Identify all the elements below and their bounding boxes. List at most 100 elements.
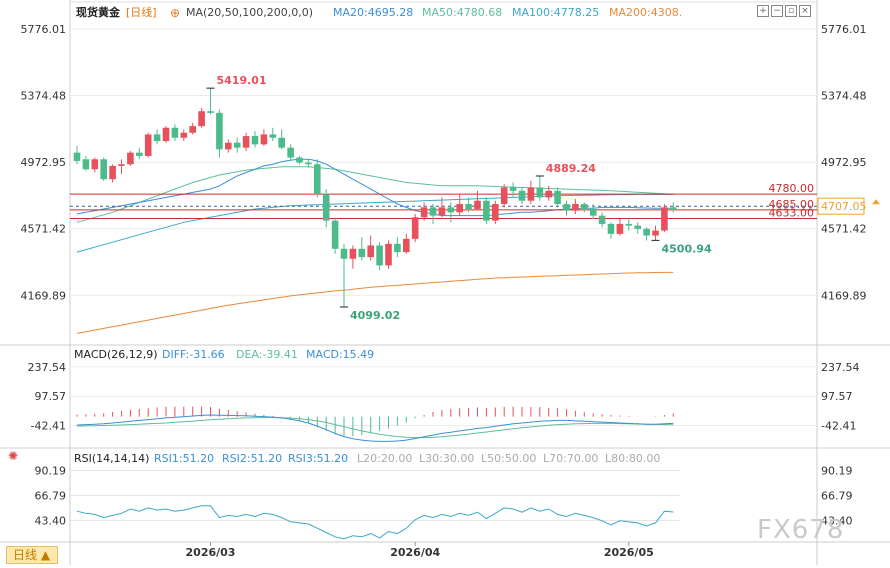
current-price-label: 4707.05 xyxy=(821,200,867,213)
candle-body xyxy=(216,112,223,150)
candle-body xyxy=(331,220,339,249)
macd-y-tick-right: 237.54 xyxy=(821,361,860,374)
candle-body xyxy=(518,190,526,201)
macd-value: MACD:15.49 xyxy=(306,348,375,361)
candle-body xyxy=(225,142,232,150)
candle-body xyxy=(296,157,303,163)
grid-plus-icon[interactable]: + xyxy=(757,5,769,17)
timeframe-button[interactable]: 日线 ▲ xyxy=(6,546,58,564)
macd-dea: DEA:-39.41 xyxy=(236,348,298,361)
rsi-y-tick-right: 90.19 xyxy=(821,464,853,477)
extreme-value-label: 4889.24 xyxy=(546,162,596,175)
candle-body xyxy=(411,217,419,239)
ma20-value: MA20:4695.28 xyxy=(333,6,414,19)
candle-body xyxy=(661,207,668,231)
macd-diff: DIFF:-31.66 xyxy=(162,348,225,361)
close-icon[interactable]: × xyxy=(799,5,811,17)
candle-body xyxy=(447,207,455,213)
rsi-y-tick-left: 43.40 xyxy=(35,514,67,527)
price-y-tick-right: 4571.42 xyxy=(821,223,867,236)
horizontal-level-label: 4685.00 xyxy=(769,198,815,211)
candle-body xyxy=(171,127,179,138)
candle-body xyxy=(643,228,650,236)
candle-body xyxy=(242,136,250,148)
candle-body xyxy=(670,207,677,210)
macd-layer xyxy=(76,406,674,442)
macd-y-tick-left: 237.54 xyxy=(28,361,67,374)
grid-minus-icon[interactable]: − xyxy=(771,5,783,17)
candle-body xyxy=(358,248,366,258)
candle-body xyxy=(492,204,499,221)
candle-body xyxy=(563,204,570,211)
rsi-l70: L70:70.00 xyxy=(543,452,599,465)
ma50-line xyxy=(76,166,674,223)
macd-y-tick-left: 97.57 xyxy=(35,390,67,403)
rsi-layer xyxy=(76,505,674,540)
watermark-logo: FX678 xyxy=(757,515,845,545)
candle-body xyxy=(572,204,579,211)
candle-body xyxy=(589,209,597,216)
candles-layer xyxy=(73,88,677,308)
price-y-tick-right: 5776.01 xyxy=(821,23,867,36)
plus-circle-icon[interactable]: ⊕ xyxy=(170,6,181,20)
candle-body xyxy=(251,136,259,145)
price-y-tick-left: 5776.01 xyxy=(21,23,67,36)
horizontal-level-label: 4780.00 xyxy=(769,182,815,195)
rsi-l50: L50:50.00 xyxy=(481,452,537,465)
candle-body xyxy=(127,152,134,165)
rsi-l30: L30:30.00 xyxy=(419,452,475,465)
extreme-value-label: 4500.94 xyxy=(662,242,712,255)
candle-body xyxy=(456,204,463,213)
candle-body xyxy=(545,190,552,198)
candle-body xyxy=(180,132,188,138)
price-y-tick-left: 4571.42 xyxy=(21,223,67,236)
candle-body xyxy=(144,134,152,156)
rsi-y-tick-right: 66.79 xyxy=(821,489,853,502)
candle-body xyxy=(394,243,401,253)
candle-body xyxy=(483,200,490,221)
macd-dea-line xyxy=(76,417,674,439)
candle-body xyxy=(500,187,508,205)
window-icon[interactable]: ▫ xyxy=(785,5,797,17)
candle-body xyxy=(207,111,214,113)
ma200-value: MA200:4308. xyxy=(609,6,683,19)
candle-body xyxy=(269,134,277,138)
candle-body xyxy=(598,215,606,224)
macd-label: MACD(26,12,9) xyxy=(74,348,158,361)
candle-body xyxy=(367,245,374,258)
candle-body xyxy=(438,207,446,216)
candle-body xyxy=(634,225,641,229)
candle-body xyxy=(616,223,624,234)
ma-settings-label[interactable]: MA(20,50,100,200,0,0) xyxy=(186,6,314,19)
rsi1-value: RSI1:51.20 xyxy=(154,452,215,465)
candle-body xyxy=(287,147,294,158)
price-y-tick-left: 5374.48 xyxy=(21,90,67,103)
candle-body xyxy=(100,159,107,180)
candle-body xyxy=(385,243,392,266)
horizontal-level-label: 4633.00 xyxy=(769,206,815,219)
candle-body xyxy=(527,187,535,201)
instrument-title: 现货黄金 xyxy=(76,6,120,19)
candle-body xyxy=(82,159,90,170)
candle-body xyxy=(403,238,410,253)
timeframe-tag: [日线] xyxy=(126,6,157,19)
candle-body xyxy=(136,152,143,156)
ma100-value: MA100:4778.25 xyxy=(512,6,600,19)
candle-body xyxy=(322,194,330,221)
rsi-l80: L80:80.00 xyxy=(605,452,661,465)
candle-body xyxy=(509,187,517,191)
candle-body xyxy=(162,127,170,142)
price-y-tick-right: 4169.89 xyxy=(821,289,867,302)
extreme-value-label: 5419.01 xyxy=(217,74,267,87)
rsi-settings-icon[interactable]: ✺ xyxy=(8,449,19,463)
candle-body xyxy=(340,248,348,259)
rsi3-value: RSI3:51.20 xyxy=(288,452,349,465)
candle-body xyxy=(118,164,125,166)
rsi-y-tick-left: 90.19 xyxy=(35,464,67,477)
candle-body xyxy=(278,137,285,148)
candle-body xyxy=(233,142,241,148)
x-axis-tick-label: 2026/04 xyxy=(390,546,440,559)
